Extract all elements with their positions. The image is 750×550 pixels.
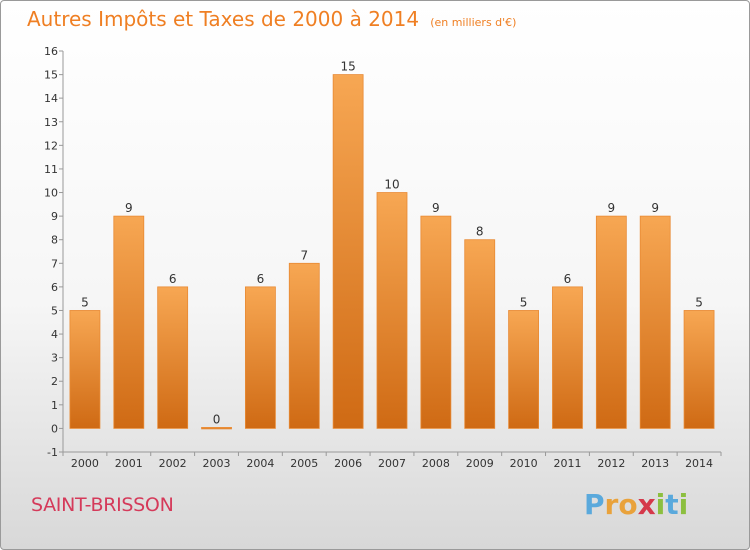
y-tick-label: 0 — [51, 422, 58, 435]
y-tick-label: 12 — [44, 139, 58, 152]
bar-value-label: 9 — [125, 201, 133, 215]
x-tick-label: 2011 — [553, 457, 581, 470]
y-tick-label: 6 — [51, 281, 58, 294]
bar — [508, 310, 540, 429]
x-tick-label: 2005 — [290, 457, 318, 470]
bar — [420, 215, 452, 429]
bar — [288, 262, 320, 429]
x-tick-label: 2009 — [466, 457, 494, 470]
bar-value-label: 0 — [213, 412, 221, 426]
y-tick-label: 9 — [51, 210, 58, 223]
logo-letter: r — [604, 488, 619, 521]
bar — [201, 427, 232, 430]
bar-value-label: 10 — [384, 178, 399, 192]
bar-value-label: 8 — [476, 225, 484, 239]
chart-subtitle: (en milliers d'€) — [430, 16, 517, 29]
proxiti-logo: Proxiti — [584, 488, 688, 521]
bar — [332, 74, 364, 429]
x-tick-label: 2003 — [203, 457, 231, 470]
bar-value-label: 6 — [257, 272, 265, 286]
y-tick-label: 10 — [44, 187, 58, 200]
bar — [157, 286, 189, 429]
logo-letter: x — [637, 488, 656, 521]
bar — [69, 310, 101, 429]
bar — [683, 310, 715, 429]
chart-title-block: Autres Impôts et Taxes de 2000 à 2014 (e… — [27, 7, 516, 31]
y-tick-label: 14 — [44, 92, 58, 105]
x-tick-label: 2006 — [334, 457, 362, 470]
y-tick-label: -1 — [47, 446, 58, 459]
bar-value-label: 15 — [340, 60, 355, 74]
logo-letter: i — [655, 488, 666, 521]
x-tick-label: 2008 — [422, 457, 450, 470]
y-tick-label: 2 — [51, 375, 58, 388]
commune-name: SAINT-BRISSON — [31, 494, 174, 516]
bar-value-label: 6 — [564, 272, 572, 286]
x-tick-label: 2000 — [71, 457, 99, 470]
x-tick-label: 2001 — [115, 457, 143, 470]
x-tick-label: 2014 — [685, 457, 713, 470]
bar — [244, 286, 276, 429]
chart-title: Autres Impôts et Taxes de 2000 à 2014 — [27, 7, 420, 31]
x-tick-label: 2013 — [641, 457, 669, 470]
y-tick-label: 5 — [51, 304, 58, 317]
y-tick-label: 4 — [51, 328, 58, 341]
logo-letter: o — [618, 488, 638, 521]
y-tick-label: 1 — [51, 399, 58, 412]
y-tick-label: 15 — [44, 69, 58, 82]
bar-value-label: 9 — [651, 201, 659, 215]
x-tick-label: 2012 — [597, 457, 625, 470]
bar — [639, 215, 671, 429]
bar — [376, 192, 408, 429]
y-tick-label: 3 — [51, 352, 58, 365]
x-tick-label: 2010 — [510, 457, 538, 470]
bar-value-label: 5 — [81, 295, 89, 309]
bar-value-label: 5 — [695, 295, 703, 309]
x-tick-label: 2002 — [159, 457, 187, 470]
y-tick-label: 16 — [44, 45, 58, 58]
bar-value-label: 9 — [432, 201, 440, 215]
bar — [113, 215, 145, 429]
logo-letter: i — [678, 488, 689, 521]
logo-letter: t — [665, 488, 679, 521]
y-tick-label: 13 — [44, 116, 58, 129]
bar-value-label: 6 — [169, 272, 177, 286]
bar — [552, 286, 583, 429]
bar-value-label: 5 — [520, 295, 528, 309]
y-tick-label: 7 — [51, 257, 58, 270]
y-tick-label: 8 — [51, 234, 58, 247]
y-tick-label: 11 — [44, 163, 58, 176]
bar — [464, 239, 496, 429]
bar-value-label: 7 — [300, 248, 308, 262]
x-tick-label: 2007 — [378, 457, 406, 470]
logo-letter: P — [584, 488, 605, 521]
bar — [595, 215, 627, 429]
x-tick-label: 2004 — [246, 457, 274, 470]
bar-value-label: 9 — [608, 201, 616, 215]
